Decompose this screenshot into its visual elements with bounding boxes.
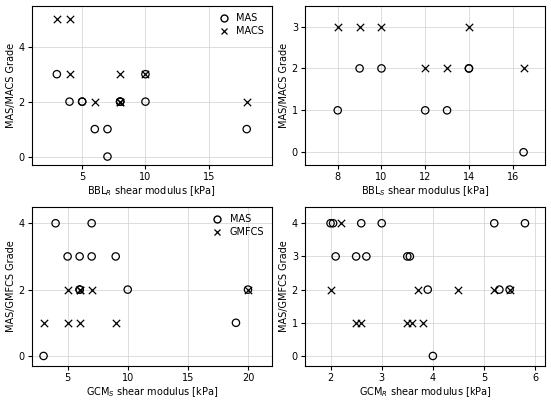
Point (103, 153, 112, 160)
Point (464, 65, 473, 72)
Point (336, 220, 345, 226)
Point (505, 286, 514, 293)
Point (52, 71, 61, 77)
Point (355, 23, 364, 30)
Point (39, 320, 48, 326)
Point (111, 253, 120, 260)
Point (141, 71, 150, 77)
Point (141, 71, 150, 77)
Point (464, 23, 473, 30)
Point (329, 220, 338, 226)
Point (78, 98, 87, 105)
Point (87, 286, 96, 293)
X-axis label: GCM$_R$ shear modulus [kPa]: GCM$_R$ shear modulus [kPa] (359, 386, 491, 399)
Point (75, 253, 84, 260)
Point (39, 353, 48, 359)
Point (418, 320, 427, 326)
Point (326, 220, 335, 226)
Point (75, 286, 84, 293)
Point (244, 286, 252, 293)
Point (423, 286, 432, 293)
Point (377, 23, 386, 30)
Point (87, 253, 96, 260)
Point (90, 98, 99, 105)
Point (505, 286, 514, 293)
X-axis label: BBL$_R$ shear modulus [kPa]: BBL$_R$ shear modulus [kPa] (88, 185, 216, 198)
Point (75, 320, 84, 326)
Point (352, 253, 360, 260)
Point (87, 220, 96, 226)
Point (454, 286, 463, 293)
Point (123, 286, 132, 293)
Point (408, 320, 417, 326)
Point (331, 253, 340, 260)
Point (103, 126, 112, 132)
Point (333, 23, 342, 30)
Point (75, 286, 84, 293)
Point (490, 286, 499, 293)
Y-axis label: MAS/MACS Grade: MAS/MACS Grade (6, 43, 15, 128)
Point (116, 98, 125, 105)
Point (442, 107, 451, 113)
X-axis label: GCM$_S$ shear modulus [kPa]: GCM$_S$ shear modulus [kPa] (85, 386, 218, 399)
Y-axis label: MAS/GMFCS Grade: MAS/GMFCS Grade (279, 241, 289, 332)
Point (231, 320, 240, 326)
Point (377, 65, 386, 72)
Point (357, 220, 366, 226)
Point (490, 220, 499, 226)
Point (355, 65, 364, 72)
Point (116, 98, 125, 105)
Point (90, 126, 99, 132)
X-axis label: BBL$_S$ shear modulus [kPa]: BBL$_S$ shear modulus [kPa] (361, 185, 489, 198)
Point (495, 286, 504, 293)
Point (63, 253, 72, 260)
Point (403, 320, 412, 326)
Point (464, 65, 473, 72)
Point (242, 98, 251, 105)
Point (65, 16, 74, 23)
Point (242, 126, 251, 132)
Point (116, 98, 125, 105)
Point (521, 220, 530, 226)
Point (519, 65, 528, 72)
Point (377, 220, 386, 226)
Point (75, 286, 84, 293)
Legend: MAS, MACS: MAS, MACS (211, 11, 267, 39)
Y-axis label: MAS/MACS Grade: MAS/MACS Grade (279, 43, 289, 128)
Point (421, 107, 430, 113)
Point (429, 353, 437, 359)
Point (111, 320, 120, 326)
Point (51, 220, 60, 226)
Point (326, 286, 335, 293)
Point (421, 65, 430, 72)
Point (63, 320, 72, 326)
Y-axis label: MAS/GMFCS Grade: MAS/GMFCS Grade (6, 241, 15, 332)
Point (406, 253, 414, 260)
Point (442, 65, 451, 72)
Point (244, 286, 252, 293)
Point (413, 286, 422, 293)
Point (403, 253, 412, 260)
Point (65, 71, 74, 77)
Point (78, 98, 87, 105)
Point (63, 286, 72, 293)
Point (116, 98, 125, 105)
Point (116, 98, 125, 105)
Point (357, 320, 366, 326)
Legend: MAS, GMFCS: MAS, GMFCS (204, 211, 267, 240)
Point (65, 98, 74, 105)
Point (519, 149, 528, 156)
Point (52, 16, 61, 23)
Point (141, 98, 150, 105)
Point (333, 107, 342, 113)
Point (352, 320, 360, 326)
Point (362, 253, 371, 260)
Point (116, 71, 125, 77)
Point (75, 286, 84, 293)
